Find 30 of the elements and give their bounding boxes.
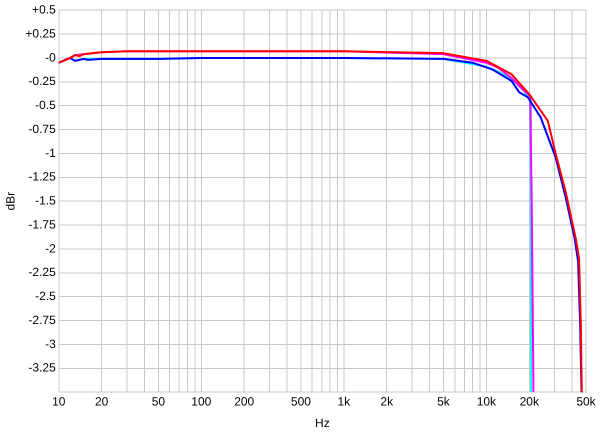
y-axis-title: dBr — [4, 192, 18, 211]
y-tick-label: +0.5 — [32, 2, 56, 17]
y-tick-label: -1.25 — [28, 170, 56, 184]
x-tick-label: 5k — [437, 394, 451, 409]
y-tick-label: -1.5 — [35, 194, 56, 208]
y-tick-label: -1.75 — [28, 217, 56, 232]
y-tick-label: -2.25 — [28, 265, 56, 280]
y-tick-label: -0.5 — [35, 98, 56, 112]
x-tick-label: 50 — [152, 394, 166, 409]
x-tick-label: 20 — [94, 394, 109, 409]
x-axis-title: Hz — [315, 416, 330, 430]
x-tick-label: 100 — [191, 394, 212, 409]
y-tick-label: -0.25 — [28, 74, 56, 88]
y-tick-label: +0.25 — [25, 26, 56, 40]
y-tick-label: -1 — [45, 146, 56, 160]
x-tick-label: 2k — [380, 394, 394, 409]
x-tick-label: 1k — [337, 394, 352, 409]
y-tick-label: -2.5 — [35, 289, 56, 304]
x-tick-label: 50k — [576, 394, 597, 409]
y-tick-label: -0.75 — [28, 122, 56, 136]
x-tick-label: 10 — [52, 394, 66, 409]
y-tick-label: -2.75 — [28, 312, 56, 327]
x-tick-label: 500 — [290, 394, 312, 409]
y-tick-label: -3 — [45, 336, 56, 351]
y-tick-label: -2 — [45, 241, 56, 256]
x-tick-label: 200 — [234, 394, 255, 409]
y-tick-label: -0 — [45, 50, 56, 64]
x-tick-label: 10k — [476, 394, 498, 409]
y-tick-label: -3.25 — [28, 360, 56, 375]
x-tick-label: 20k — [520, 394, 540, 409]
